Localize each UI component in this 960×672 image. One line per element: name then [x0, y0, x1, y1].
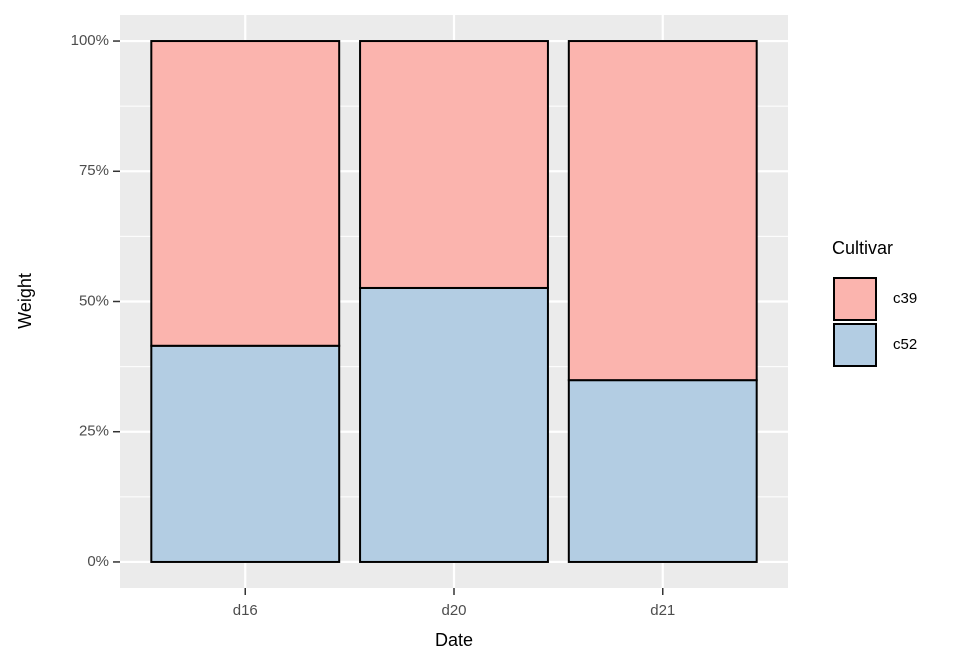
bar-segment: [567, 379, 758, 563]
y-axis-title: Weight: [15, 273, 35, 329]
legend-title: Cultivar: [832, 238, 893, 258]
legend-label: c39: [893, 290, 917, 307]
y-tick-label: 50%: [79, 292, 109, 309]
x-tick-label: d21: [650, 602, 675, 619]
bar-segment: [359, 286, 549, 563]
legend-key: [833, 323, 877, 367]
y-tick-label: 75%: [79, 162, 109, 179]
x-tick-label: d20: [441, 602, 466, 619]
x-axis-title: Date: [435, 630, 473, 650]
legend-key: [833, 277, 877, 321]
bar-segment: [359, 40, 549, 289]
y-tick-label: 0%: [87, 553, 109, 570]
y-tick-label: 100%: [71, 32, 109, 49]
x-tick-label: d16: [233, 602, 258, 619]
legend-label: c52: [893, 336, 917, 353]
bar-segment: [567, 40, 758, 382]
bar-segment: [150, 344, 341, 563]
bar-segment: [150, 40, 341, 347]
bars: [150, 40, 758, 563]
y-tick-label: 25%: [79, 423, 109, 440]
